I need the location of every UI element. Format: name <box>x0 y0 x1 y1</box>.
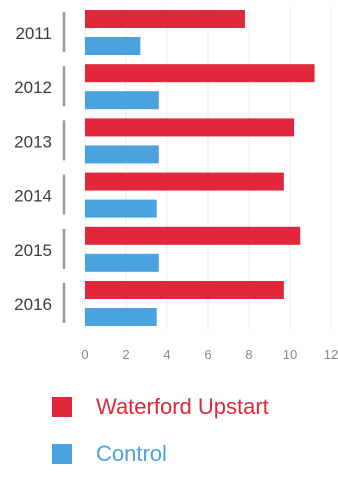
legend-swatch-control <box>52 444 72 464</box>
category-label-2011: 2011 <box>15 24 52 43</box>
bar-chart: 2011 2012 2013 2014 2015 2016 0 2 4 6 8 10 12 <box>14 6 338 362</box>
bar-waterford-upstart-2016 <box>85 281 284 299</box>
category-label-2015: 2015 <box>14 241 52 260</box>
legend-swatch-waterford-upstart <box>52 397 72 417</box>
bar-waterford-upstart-2012 <box>85 64 315 83</box>
x-tick-label-0: 0 <box>81 347 88 362</box>
bar-waterford-upstart-2013 <box>85 118 295 137</box>
category-label-2012: 2012 <box>14 78 52 97</box>
bar-control-2014 <box>85 199 157 218</box>
bar-control-2016 <box>85 308 157 326</box>
x-tick-label-4: 4 <box>163 347 170 362</box>
x-tick-label-8: 8 <box>245 347 252 362</box>
bar-control-2015 <box>85 253 159 272</box>
category-label-2014: 2014 <box>14 187 52 206</box>
legend-label-waterford-upstart: Waterford Upstart <box>96 394 269 419</box>
category-label-2016: 2016 <box>14 295 52 314</box>
bar-waterford-upstart-2014 <box>85 172 284 191</box>
bar-control-2011 <box>85 37 141 55</box>
bar-waterford-upstart-2015 <box>85 226 301 245</box>
bar-control-2012 <box>85 91 159 110</box>
category-label-2013: 2013 <box>14 132 52 151</box>
bar-waterford-upstart-2011 <box>85 10 245 28</box>
bar-control-2013 <box>85 145 159 164</box>
x-tick-label-6: 6 <box>204 347 211 362</box>
legend-label-control: Control <box>96 441 167 466</box>
x-tick-label-2: 2 <box>122 347 129 362</box>
x-tick-label-10: 10 <box>283 347 297 362</box>
x-tick-label-12: 12 <box>324 347 338 362</box>
